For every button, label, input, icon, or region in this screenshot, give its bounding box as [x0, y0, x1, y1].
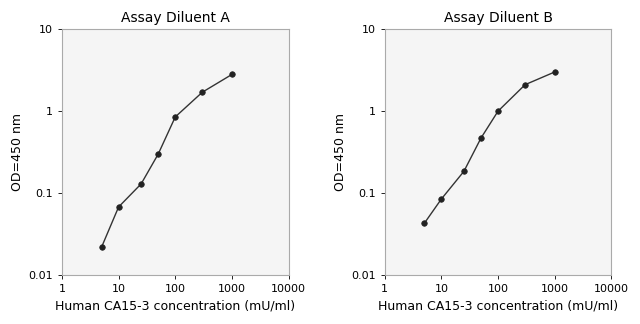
X-axis label: Human CA15-3 concentration (mU/ml): Human CA15-3 concentration (mU/ml) — [55, 300, 295, 313]
X-axis label: Human CA15-3 concentration (mU/ml): Human CA15-3 concentration (mU/ml) — [378, 300, 618, 313]
Title: Assay Diluent A: Assay Diluent A — [121, 11, 230, 25]
Y-axis label: OD=450 nm: OD=450 nm — [11, 113, 24, 191]
Title: Assay Diluent B: Assay Diluent B — [444, 11, 552, 25]
Y-axis label: OD=450 nm: OD=450 nm — [334, 113, 347, 191]
